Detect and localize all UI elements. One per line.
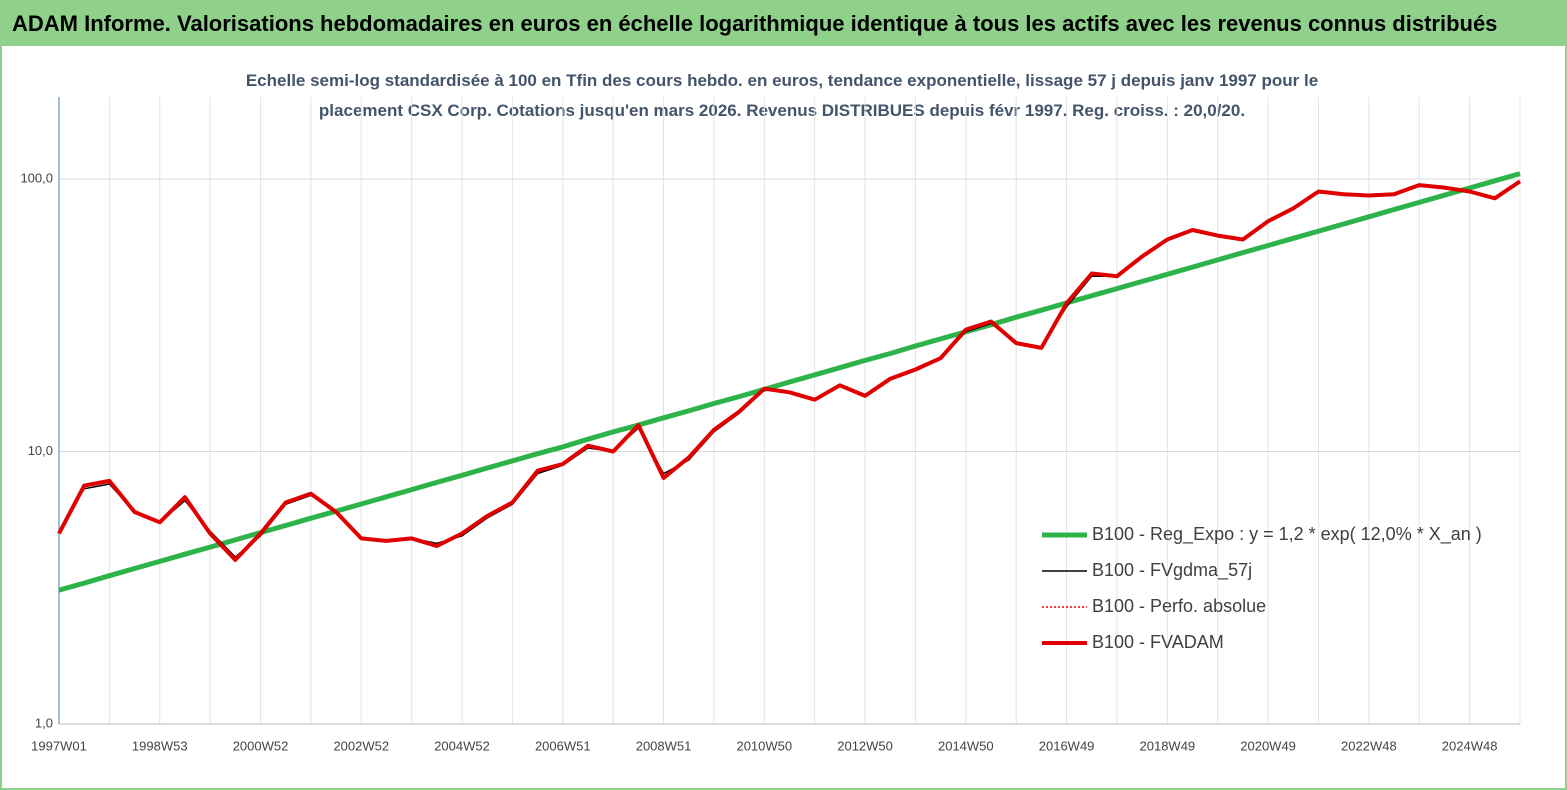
legend-label: B100 - FVADAM <box>1092 632 1224 652</box>
x-tick-label: 2004W52 <box>434 738 490 753</box>
x-tick-label: 2024W48 <box>1442 738 1498 753</box>
y-tick-label: 10,0 <box>28 443 53 458</box>
header-title: ADAM Informe. Valorisations hebdomadaire… <box>2 2 1565 46</box>
y-tick-label: 100,0 <box>20 170 53 185</box>
legend-label: B100 - FVgdma_57j <box>1092 560 1252 581</box>
legend-label: B100 - Reg_Expo : y = 1,2 * exp( 12,0% *… <box>1092 524 1482 545</box>
y-tick-label: 1,0 <box>35 715 53 730</box>
x-tick-label: 2012W50 <box>837 738 893 753</box>
chart-subtitle: Echelle semi-log standardisée à 100 en T… <box>245 71 1319 120</box>
x-tick-label: 1998W53 <box>132 738 188 753</box>
x-tick-label: 2008W51 <box>636 738 692 753</box>
x-tick-label: 2016W49 <box>1039 738 1095 753</box>
x-tick-label: 2020W49 <box>1240 738 1296 753</box>
x-tick-label: 2018W49 <box>1140 738 1196 753</box>
x-tick-label: 2000W52 <box>233 738 289 753</box>
x-tick-label: 2006W51 <box>535 738 591 753</box>
series-line <box>57 179 1522 562</box>
series-line <box>58 181 1521 558</box>
series-line <box>58 171 1521 593</box>
x-tick-label: 1997W01 <box>31 738 87 753</box>
legend-label: B100 - Perfo. absolue <box>1092 596 1266 616</box>
x-tick-label: 2002W52 <box>333 738 389 753</box>
x-tick-label: 2022W48 <box>1341 738 1397 753</box>
x-tick-label: 2010W50 <box>736 738 792 753</box>
x-tick-label: 2014W50 <box>938 738 994 753</box>
